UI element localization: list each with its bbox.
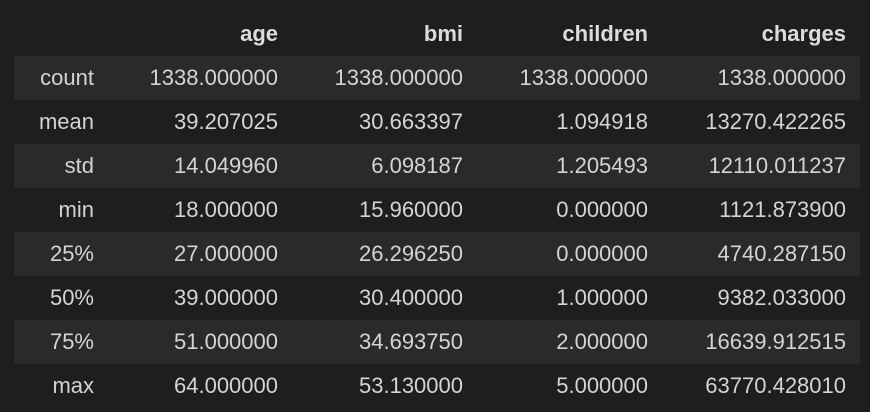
cell-charges: 63770.428010 [705,373,846,398]
cell-age: 27.000000 [174,241,278,266]
cell-bmi: 15.960000 [359,197,463,222]
table-row: min 18.000000 15.960000 0.000000 1121.873900 [14,188,860,232]
cell-charges: 4740.287150 [717,241,846,266]
cell-charges: 1121.873900 [719,197,846,222]
row-index-label: 50% [49,285,94,310]
cell-age: 14.049960 [174,153,278,178]
table-row: 75% 51.000000 34.693750 2.000000 16639.91251… [14,320,860,364]
table-row: max 64.000000 53.130000 5.000000 63770.42801… [14,364,860,408]
row-index-label: max [52,373,94,398]
cell-charges: 16639.912515 [705,329,846,354]
cell-children: 1.000000 [556,285,648,310]
header-row: age bmi children charges [14,12,860,56]
cell-children: 2.000000 [556,329,648,354]
describe-table: age bmi children charges count 1338.00000… [14,12,860,408]
cell-bmi: 30.663397 [359,109,463,134]
cell-children: 0.000000 [556,241,648,266]
row-index-label: mean [38,109,94,134]
row-index-label: std [64,153,94,178]
cell-bmi: 53.130000 [359,373,463,398]
dataframe-output: age bmi children charges count 1338.00000… [14,12,860,408]
cell-age: 18.000000 [174,197,278,222]
cell-children: 5.000000 [556,373,648,398]
table-row: 50% 39.000000 30.400000 1.000000 9382.033000 [14,276,860,320]
cell-charges: 9382.033000 [717,285,846,310]
column-header-charges: charges [662,12,860,56]
row-index-label: count [40,65,94,90]
cell-age: 64.000000 [174,373,278,398]
cell-children: 1338.000000 [519,65,648,90]
cell-children: 1.094918 [556,109,648,134]
cell-bmi: 30.400000 [359,285,463,310]
cell-children: 0.000000 [556,197,648,222]
cell-age: 39.207025 [174,109,278,134]
table-header: age bmi children charges [14,12,860,56]
column-header-age: age [110,12,292,56]
cell-bmi: 1338.000000 [334,65,463,90]
cell-bmi: 26.296250 [359,241,463,266]
row-index-label: min [58,197,94,222]
cell-bmi: 34.693750 [359,329,463,354]
index-header [14,12,110,56]
cell-children: 1.205493 [556,153,648,178]
table-row: count 1338.000000 1338.000000 1338.000000 13… [14,56,860,100]
table-body: count 1338.000000 1338.000000 1338.000000 13… [14,56,860,408]
row-index-label: 25% [49,241,94,266]
column-header-children: children [477,12,662,56]
cell-age: 51.000000 [174,329,278,354]
row-index-label: 75% [49,329,94,354]
cell-charges: 13270.422265 [705,109,846,134]
table-row: mean 39.207025 30.663397 1.094918 13270.4222… [14,100,860,144]
table-row: 25% 27.000000 26.296250 0.000000 4740.287150 [14,232,860,276]
cell-age: 39.000000 [174,285,278,310]
cell-charges: 1338.000000 [717,65,846,90]
cell-bmi: 6.098187 [371,153,463,178]
column-header-bmi: bmi [292,12,477,56]
cell-age: 1338.000000 [149,65,278,90]
table-row: std 14.049960 6.098187 1.205493 12110.011237 [14,144,860,188]
cell-charges: 12110.011237 [708,153,846,178]
